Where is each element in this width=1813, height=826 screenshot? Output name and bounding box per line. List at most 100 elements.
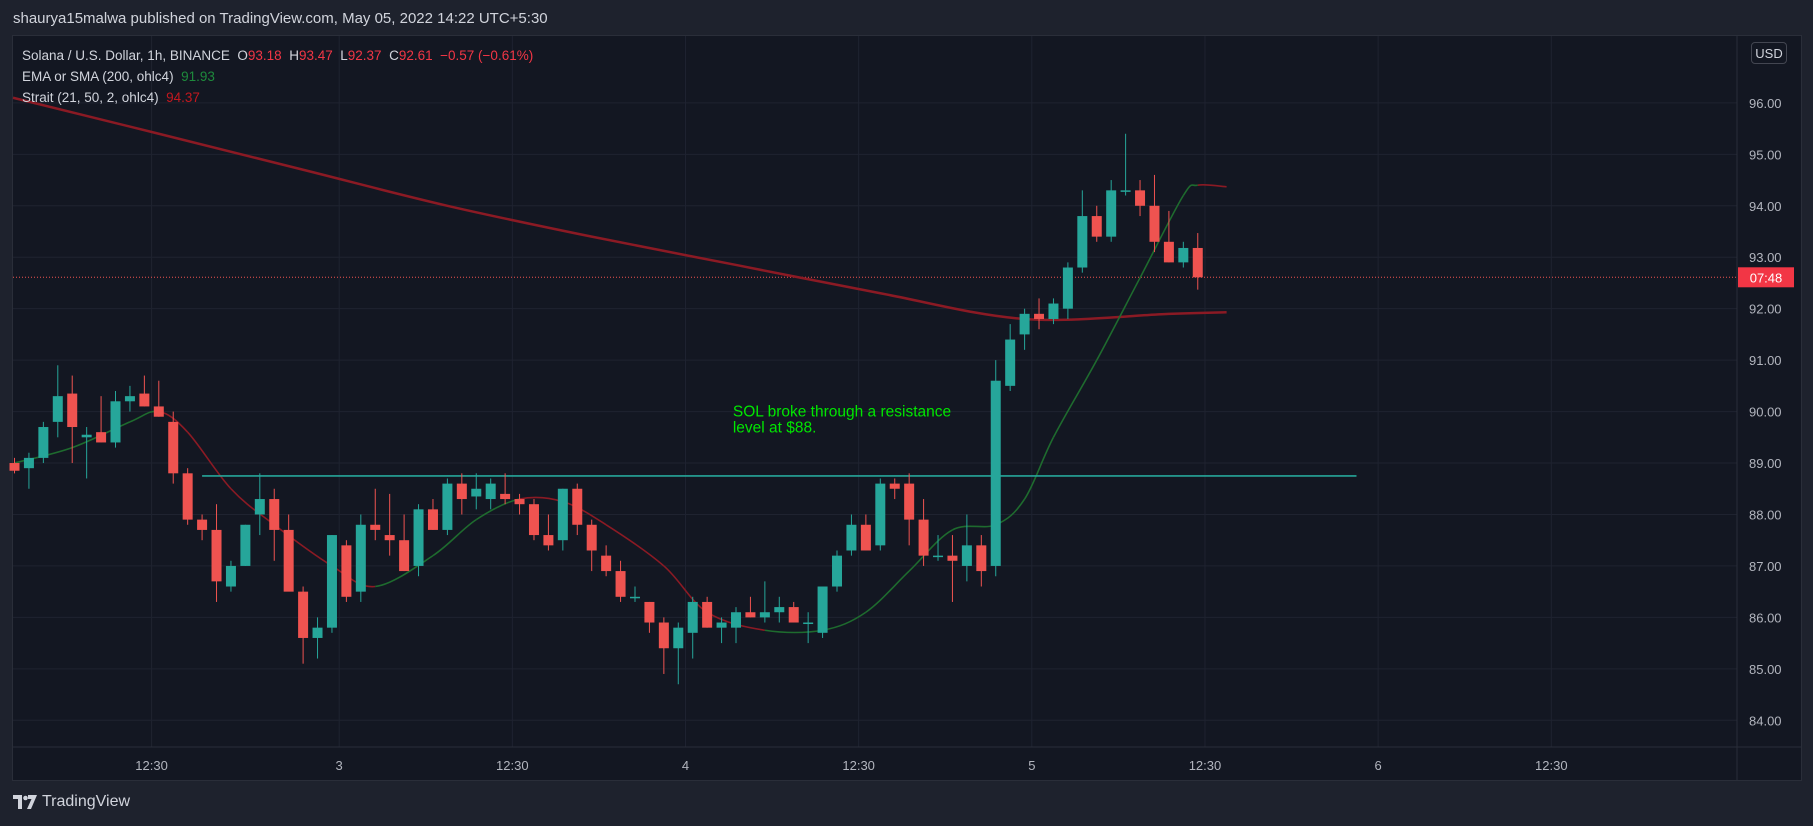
candle [413, 504, 424, 577]
candle-body [658, 622, 669, 649]
candle-body [427, 509, 438, 530]
candle [687, 596, 698, 659]
chart-canvas[interactable]: 84.00 85.00 86.00 87.00 88.00 89.00 90.00 91.00… [0, 0, 1813, 782]
currency-button[interactable]: USD [1751, 42, 1787, 64]
symbol-row[interactable]: Solana / U.S. Dollar, 1h, BINANCE O93.18… [22, 45, 533, 66]
candle-body [110, 401, 121, 443]
strait-segment [1197, 183, 1227, 188]
time-tick-label: 3 [336, 758, 343, 773]
candle-body [1048, 303, 1059, 319]
candle [1019, 308, 1030, 350]
price-tick-label: 92.00 [1749, 302, 1782, 317]
price-tick-label: 95.00 [1749, 147, 1782, 162]
candle [846, 514, 857, 556]
candle-body [500, 493, 511, 500]
candle [759, 581, 770, 623]
candle [860, 514, 871, 551]
candle [1106, 180, 1117, 242]
candle [384, 493, 395, 556]
strait-segment [519, 496, 564, 503]
open-value: 93.18 [247, 48, 282, 63]
candle [471, 473, 482, 510]
candle [110, 391, 121, 448]
strait-segment [562, 500, 607, 526]
candle [875, 478, 886, 551]
ema-200-line [12, 96, 1227, 322]
candle-body [1163, 241, 1174, 263]
candle-body [269, 499, 280, 530]
strait-segment [1139, 195, 1185, 279]
ema-row[interactable]: EMA or SMA (200, ohlc4) 91.93 [22, 66, 533, 87]
candle-body [52, 396, 63, 422]
candle-body [197, 519, 208, 530]
candle-body [312, 627, 323, 638]
open-label: O [237, 48, 248, 63]
candle-body [442, 483, 453, 530]
candle [9, 457, 20, 474]
candle [933, 535, 944, 561]
candle [153, 380, 164, 417]
candle-body [961, 545, 972, 566]
candle [211, 504, 222, 602]
candle-body [370, 524, 381, 530]
annotation-line-1: SOL broke through a resistance [733, 404, 951, 421]
candle-body [875, 483, 886, 546]
strait-segment [1023, 436, 1055, 500]
candle-body [254, 499, 265, 515]
candle [254, 473, 265, 536]
candle-body [601, 555, 612, 572]
candle [644, 601, 655, 633]
candle-body [211, 529, 222, 582]
candle-body [283, 529, 294, 592]
tradingview-logo[interactable]: TradingView [13, 793, 130, 811]
candle-body [615, 571, 626, 597]
candle [399, 514, 410, 572]
candle [38, 421, 49, 464]
time-tick-label: 12:30 [842, 758, 875, 773]
candle [1048, 298, 1059, 325]
price-tick-label: 88.00 [1749, 507, 1782, 522]
strait-row[interactable]: Strait (21, 50, 2, ohlc4) 94.37 [22, 87, 533, 108]
symbol-title[interactable]: Solana / U.S. Dollar, 1h, BINANCE [22, 48, 230, 63]
candle-body [1077, 216, 1088, 268]
candle [298, 586, 309, 664]
strait-segment [764, 629, 823, 634]
candle-body [1091, 216, 1102, 237]
candle-body [384, 535, 395, 541]
candle [745, 596, 756, 618]
candle [96, 396, 107, 443]
candle-body [759, 612, 770, 618]
candle-body [355, 524, 366, 592]
time-tick-label: 6 [1375, 758, 1382, 773]
candle [81, 427, 92, 479]
candle [52, 365, 63, 438]
candle [442, 478, 453, 536]
strait-label[interactable]: Strait (21, 50, 2, ohlc4) [22, 90, 159, 105]
candle-body [947, 555, 958, 561]
candle-body [644, 601, 655, 623]
candle [832, 550, 843, 592]
candle [961, 514, 972, 582]
candle [543, 514, 554, 551]
candle [976, 535, 987, 587]
candle [168, 411, 179, 484]
footer-bar [0, 782, 1813, 826]
time-tick-label: 12:30 [135, 758, 168, 773]
candle [225, 560, 236, 592]
ema-label[interactable]: EMA or SMA (200, ohlc4) [22, 69, 174, 84]
chart-pane[interactable] [12, 35, 1802, 781]
candle [124, 385, 135, 412]
candle-body [485, 483, 496, 500]
candle [1005, 324, 1016, 391]
price-tick-label: 85.00 [1749, 662, 1782, 677]
candle-body [629, 596, 640, 599]
candle-body [38, 427, 49, 458]
price-tick-label: 87.00 [1749, 559, 1782, 574]
price-tick-label: 89.00 [1749, 456, 1782, 471]
candle [918, 499, 929, 566]
candle [1034, 298, 1045, 330]
candle-body [832, 555, 843, 587]
time-tick-label: 5 [1028, 758, 1035, 773]
candle [514, 493, 525, 515]
candle [67, 375, 78, 464]
